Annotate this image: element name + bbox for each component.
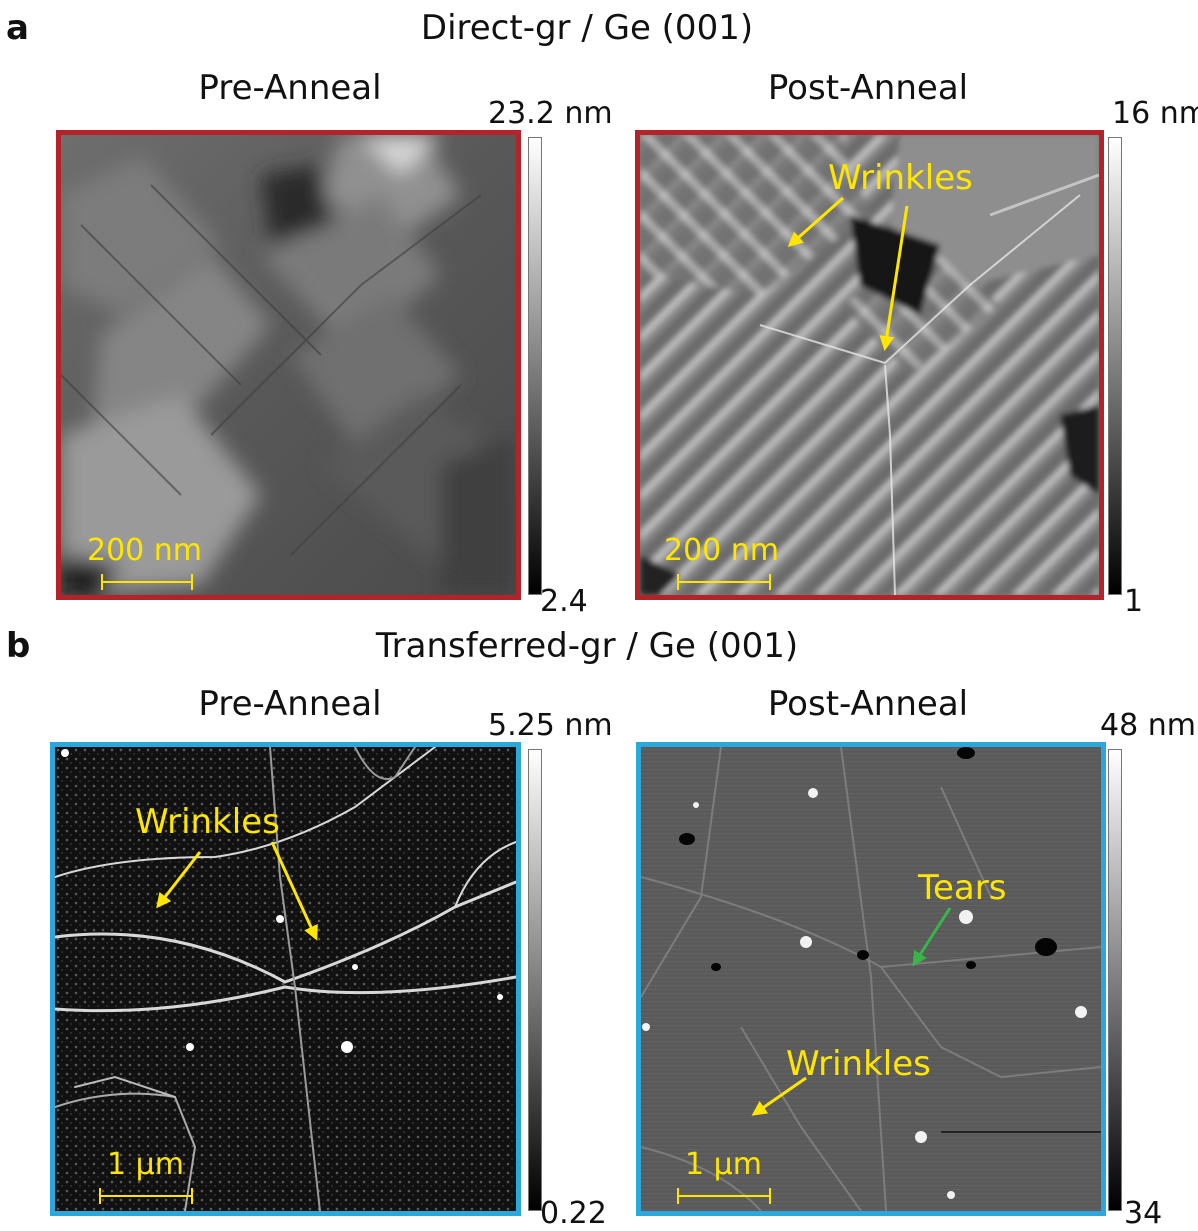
scalebar-label-a-pre: 200 nm <box>87 533 203 568</box>
colorbar-b-pre-max: 5.25 nm <box>488 708 613 743</box>
panel-b-row-title: Transferred-gr / Ge (001) <box>375 626 799 666</box>
scalebar-label-b-pre: 1 µm <box>107 1147 184 1182</box>
colorbar-a-pre-min: 2.4 <box>540 584 588 619</box>
scalebar-label-a-post: 200 nm <box>664 533 780 568</box>
colorbar-a-post <box>1108 137 1122 595</box>
colorbar-b-pre <box>528 749 542 1211</box>
colorbar-a-pre <box>528 137 542 595</box>
afm-topography-b-pre <box>55 747 516 1211</box>
colorbar-b-post <box>1108 749 1122 1211</box>
panel-a-row-title: Direct-gr / Ge (001) <box>420 8 754 48</box>
colorbar-a-post-max: 16 nm <box>1112 96 1198 131</box>
annotation-wrinkles-a-post: Wrinkles <box>828 158 973 198</box>
panel-a-letter: a <box>6 8 29 48</box>
annotation-wrinkles-b-pre: Wrinkles <box>135 802 280 842</box>
scalebar-label-b-post: 1 µm <box>685 1147 762 1182</box>
colorbar-b-post-max: 48 nm <box>1100 708 1196 743</box>
panel-a-post-title: Post-Anneal <box>767 68 969 108</box>
colorbar-a-pre-max: 23.2 nm <box>488 96 613 131</box>
colorbar-b-post-min: 34 <box>1124 1196 1163 1231</box>
colorbar-b-pre-min: 0.22 <box>540 1196 607 1231</box>
afm-topography-b-post <box>641 747 1101 1211</box>
panel-b-letter: b <box>6 626 31 666</box>
afm-image-a-post: 200 nm <box>635 130 1104 600</box>
annotation-wrinkles-b-post: Wrinkles <box>786 1044 931 1084</box>
annotation-tears-b-post: Tears <box>918 868 1007 908</box>
afm-image-b-post: 1 µm <box>636 742 1106 1216</box>
panel-a-pre-title: Pre-Anneal <box>198 68 382 108</box>
panel-b-post-title: Post-Anneal <box>767 684 969 724</box>
afm-topography-a-pre <box>61 135 516 595</box>
panel-b-pre-title: Pre-Anneal <box>198 684 382 724</box>
afm-image-a-pre: 200 nm <box>56 130 521 600</box>
colorbar-a-post-min: 1 <box>1124 584 1144 619</box>
afm-topography-a-post <box>640 135 1099 595</box>
afm-image-b-pre: 1 µm <box>50 742 521 1216</box>
